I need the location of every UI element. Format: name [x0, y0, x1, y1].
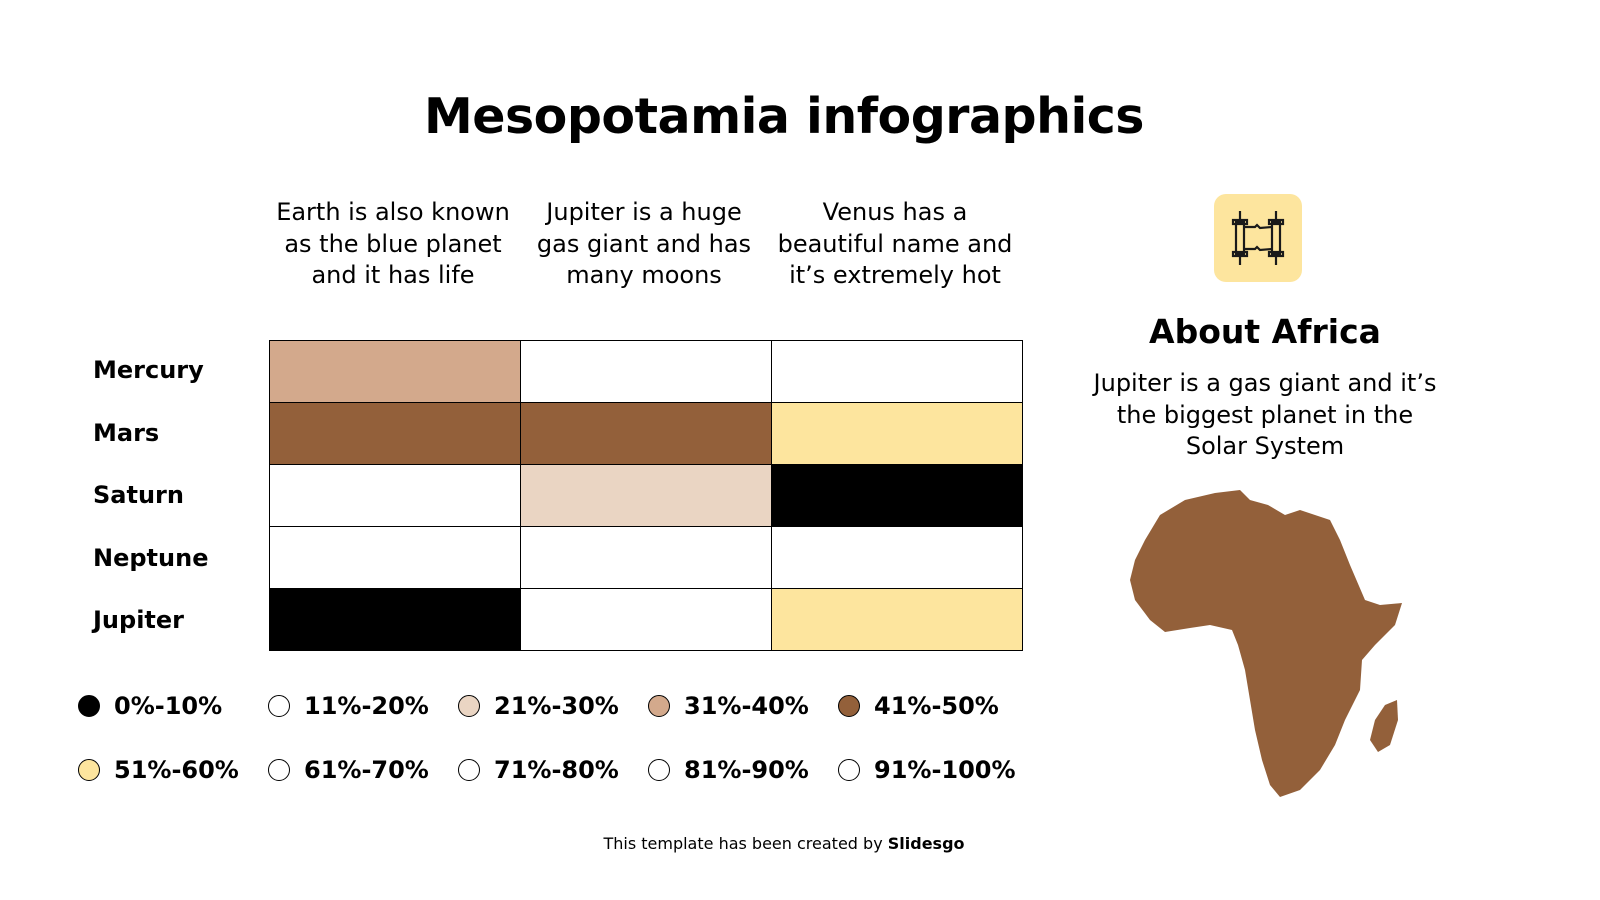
legend-label: 41%-50%: [874, 692, 999, 720]
legend-item: 11%-20%: [268, 691, 429, 721]
legend-item: 81%-90%: [648, 755, 809, 785]
column-header: Jupiter is a huge gas giant and has many…: [536, 198, 752, 289]
heatmap-cell: [771, 402, 1023, 465]
heatmap-cell: [269, 464, 521, 527]
heatmap-row: [269, 464, 1023, 527]
heatmap-row: [269, 340, 1023, 403]
legend-label: 11%-20%: [304, 692, 429, 720]
page-title: Mesopotamia infographics: [424, 88, 1144, 145]
legend-label: 81%-90%: [684, 756, 809, 784]
heatmap-cell: [520, 588, 772, 651]
legend-label: 31%-40%: [684, 692, 809, 720]
heatmap-grid: [269, 340, 1023, 651]
heatmap-cell: [520, 402, 772, 465]
legend-swatch: [648, 759, 670, 781]
heatmap-cell: [771, 340, 1023, 403]
legend-label: 51%-60%: [114, 756, 239, 784]
side-text: Jupiter is a gas giant and it’s the bigg…: [1093, 369, 1437, 460]
heatmap-row: [269, 526, 1023, 589]
row-label: Mars: [93, 418, 160, 447]
madagascar: [1370, 700, 1398, 752]
row-label: Saturn: [93, 481, 184, 510]
legend-swatch: [78, 695, 100, 717]
heatmap-cell: [269, 588, 521, 651]
footer-credit: This template has been created by Slides…: [0, 834, 1568, 853]
heatmap-cell: [771, 464, 1023, 527]
legend-label: 61%-70%: [304, 756, 429, 784]
heatmap-cell: [520, 526, 772, 589]
heatmap-row: [269, 402, 1023, 465]
legend-item: 61%-70%: [268, 755, 429, 785]
legend-swatch: [78, 759, 100, 781]
africa-mainland: [1130, 490, 1402, 797]
heatmap-cell: [520, 340, 772, 403]
legend-item: 41%-50%: [838, 691, 999, 721]
scroll-icon: [1231, 211, 1285, 265]
legend-swatch: [838, 759, 860, 781]
legend-item: 0%-10%: [78, 691, 222, 721]
column-header: Earth is also known as the blue planet a…: [276, 198, 510, 289]
legend-label: 91%-100%: [874, 756, 1016, 784]
legend-label: 0%-10%: [114, 692, 223, 720]
legend-swatch: [648, 695, 670, 717]
legend-swatch: [268, 695, 290, 717]
legend-swatch: [458, 759, 480, 781]
heatmap-cell: [269, 526, 521, 589]
legend-swatch: [838, 695, 860, 717]
heatmap-cell: [771, 526, 1023, 589]
side-heading: About Africa: [1149, 312, 1381, 351]
footer-brand[interactable]: Slidesgo: [887, 834, 965, 853]
row-label: Neptune: [93, 543, 209, 572]
legend-item: 71%-80%: [458, 755, 619, 785]
column-header: Venus has a beautiful name and it’s extr…: [777, 198, 1013, 289]
footer-prefix: This template has been created by: [603, 834, 888, 853]
row-label: Jupiter: [93, 606, 185, 635]
heatmap-cell: [269, 340, 521, 403]
scroll-icon-box: [1214, 194, 1302, 282]
legend-swatch: [268, 759, 290, 781]
legend-label: 71%-80%: [494, 756, 619, 784]
heatmap-row: [269, 588, 1023, 651]
legend-item: 21%-30%: [458, 691, 619, 721]
legend-label: 21%-30%: [494, 692, 619, 720]
legend-item: 91%-100%: [838, 755, 1016, 785]
legend-swatch: [458, 695, 480, 717]
row-label: Mercury: [93, 356, 204, 384]
legend-item: 51%-60%: [78, 755, 239, 785]
legend-item: 31%-40%: [648, 691, 809, 721]
heatmap-cell: [269, 402, 521, 465]
heatmap-cell: [771, 588, 1023, 651]
heatmap-cell: [520, 464, 772, 527]
